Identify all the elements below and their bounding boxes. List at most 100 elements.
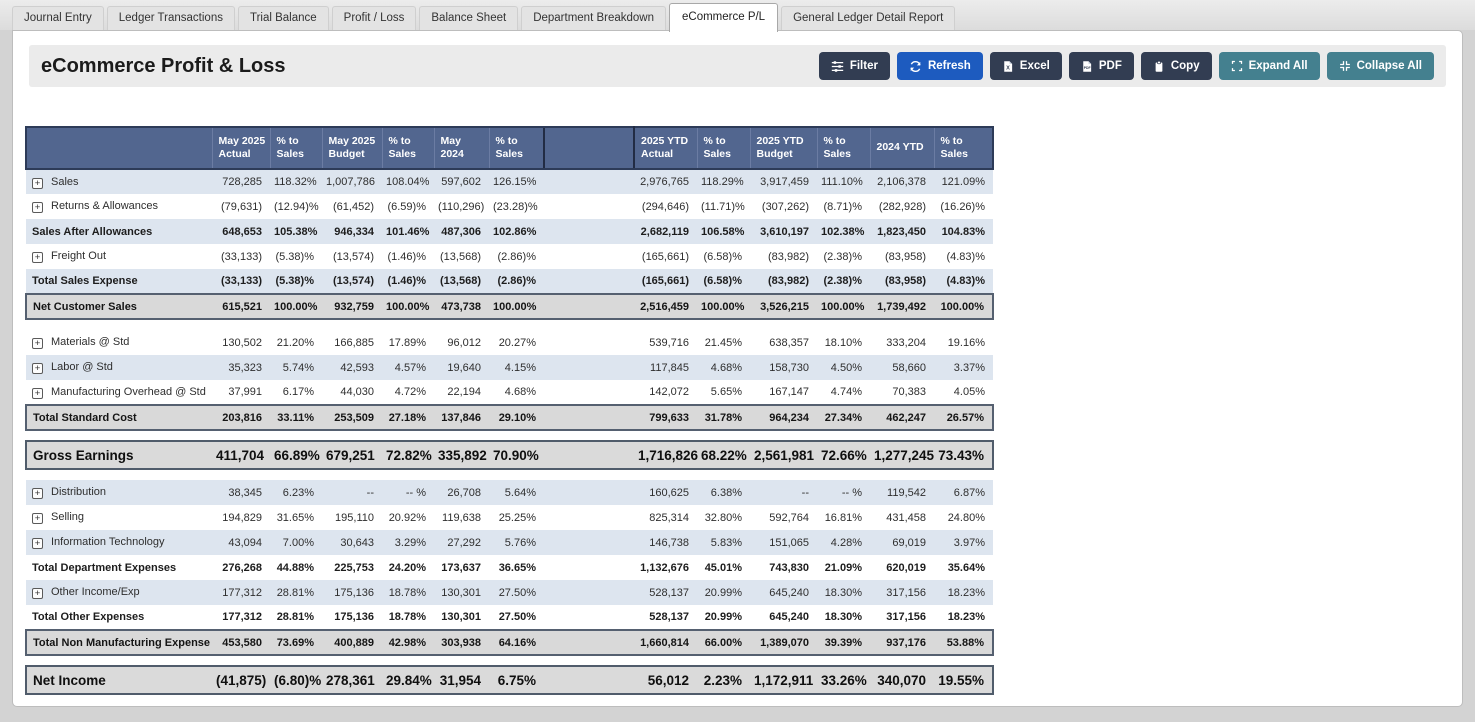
cell: 66.00% [697,629,750,656]
cell: 44.88% [276,561,314,574]
cell: 5.64% [504,486,536,499]
expand-all-button-label: Expand All [1248,60,1308,72]
cell: 20.92% [388,511,426,524]
cell: 317,156 [886,586,926,599]
collapse-all-button[interactable]: Collapse All [1326,52,1434,80]
excel-button[interactable]: X Excel [989,52,1062,80]
expand-row-icon[interactable]: + [32,513,43,524]
cell: 102.86% [493,225,537,238]
cell: 473,738 [434,293,489,320]
cell: 1,172,911 [750,665,817,695]
cell: 20.99% [704,611,742,623]
table-row: Total Department Expenses 276,268 44.88% 22… [26,555,993,580]
table-row: Total Other Expenses 177,312 28.81% 175,136… [26,605,993,630]
expand-row-icon[interactable]: + [32,538,43,549]
refresh-button[interactable]: Refresh [896,52,983,80]
row-label: + Returns & Allowances [26,194,212,219]
cell: (6.80)% [270,665,322,695]
tab-ledger-transactions[interactable]: Ledger Transactions [106,6,235,30]
cell: 36.65% [498,561,536,574]
cell: 4.15% [504,361,536,374]
cell: 679,251 [322,440,382,470]
row-label: + Manufacturing Overhead @ Std [26,380,212,405]
expand-row-icon[interactable]: + [32,387,43,399]
expand-row-icon[interactable]: + [32,363,43,374]
cell: 20.99% [704,586,742,599]
cell: (83,958) [885,275,926,287]
cell: (41,875) [212,665,270,695]
cell: (5.38)% [275,250,314,263]
cell: 106.58% [701,225,745,238]
expand-row-icon[interactable]: + [32,488,43,499]
filter-button[interactable]: Filter [818,52,890,80]
table-row: + Information Technology 43,094 7.00% 30,643… [26,530,993,555]
section-gap [26,469,993,480]
table-row: Sales After Allowances 648,653 105.38% 946,… [26,219,993,244]
cell: 31.78% [697,404,750,431]
row-label: + Materials @ Std [26,330,212,355]
cell: 27.34% [817,404,870,431]
table-row: + Selling 194,829 31.65% 195,110 20.92% 119,63… [26,505,993,530]
excel-file-icon: X [1002,60,1014,73]
cell: 4.74% [830,386,862,398]
cell: 26.57% [934,404,994,431]
cell: (16.26)% [940,200,985,213]
copy-button[interactable]: Copy [1140,52,1212,80]
cell: (33,133) [221,275,262,287]
cell: (165,661) [641,250,689,263]
expand-icon [1231,60,1243,72]
cell: 6.75% [489,665,544,695]
row-label: + Sales [26,169,212,194]
cell: (79,631) [221,200,262,213]
cell: (83,982) [768,250,809,263]
expand-row-icon[interactable]: + [32,338,43,349]
row-label: Total Other Expenses [32,611,145,623]
cell: 431,458 [886,511,926,524]
cell: 175,136 [334,611,374,623]
tab-department-breakdown[interactable]: Department Breakdown [521,6,666,30]
copy-button-label: Copy [1170,60,1200,72]
cell: 6.17% [282,386,314,398]
spacer-cell [544,169,634,194]
tab-trial-balance[interactable]: Trial Balance [237,6,329,30]
cell: 799,633 [634,404,697,431]
column-header: % to Sales [488,126,545,170]
pdf-button[interactable]: PDF PDF [1068,52,1134,80]
tab-general-ledger-detail-report[interactable]: General Ledger Detail Report [781,6,956,30]
cell: 72.66% [817,440,870,470]
cell: 18.30% [824,611,862,623]
table-header: May 2025 Actual% to Sales May 2025 Budget… [25,126,994,170]
tab-profit-loss[interactable]: Profit / Loss [331,6,417,30]
tab-balance-sheet[interactable]: Balance Sheet [419,6,519,30]
spacer-cell [544,244,634,269]
cell: 64.16% [489,629,544,656]
cell: 43,094 [228,536,262,549]
cell: 151,065 [769,536,809,549]
cell: 937,176 [870,629,934,656]
expand-row-icon[interactable]: + [32,202,43,213]
cell: 111.10% [821,176,863,188]
row-label: Total Sales Expense [32,275,138,287]
section-gap [26,319,993,330]
expand-row-icon[interactable]: + [32,588,43,599]
expand-row-icon[interactable]: + [32,252,43,263]
cell: 16.81% [824,511,862,524]
cell: 26,708 [447,486,481,499]
cell: 130,301 [441,586,481,599]
spacer-cell [544,480,634,505]
cell: (61,452) [333,200,374,213]
expand-all-button[interactable]: Expand All [1218,52,1320,80]
expand-row-icon[interactable]: + [32,177,43,189]
cell: 6.23% [282,486,314,499]
tab-ecommerce-pl[interactable]: eCommerce P/L [669,3,779,32]
cell: (1.46)% [387,275,426,287]
cell: 102.38% [821,225,865,238]
cell: 964,234 [750,404,817,431]
cell: 4.68% [710,361,742,374]
cell: 743,830 [769,561,809,574]
tab-journal-entry[interactable]: Journal Entry [12,6,104,30]
table-row: Total Non Manufacturing Expense 453,580 73… [25,629,994,656]
table-row: Total Sales Expense (33,133) (5.38)% (13,57… [26,269,993,294]
cell: (2.38)% [823,275,862,287]
cell: 5.76% [504,536,536,549]
